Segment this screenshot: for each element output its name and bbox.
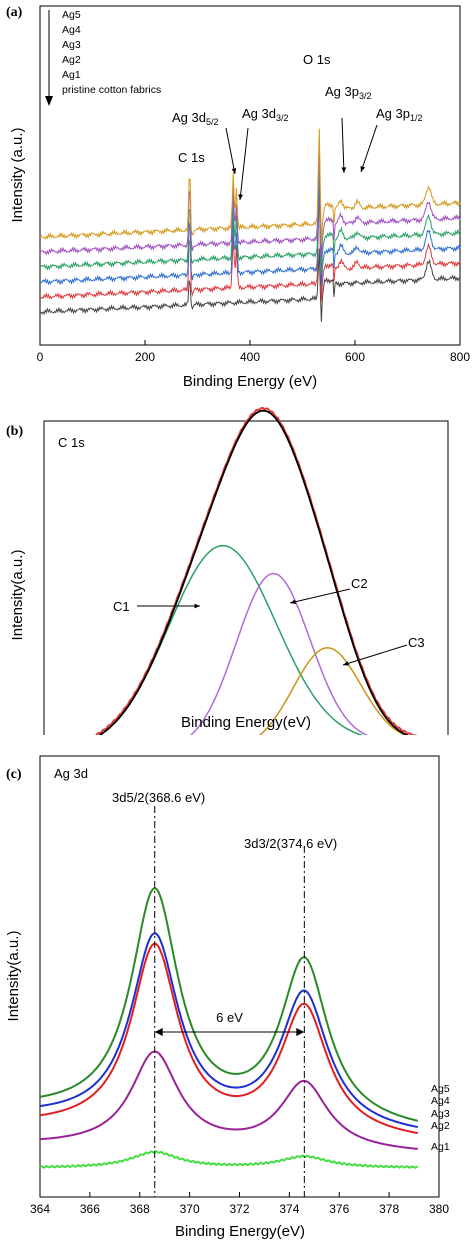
peak-label: Ag 3p1/2 xyxy=(376,106,423,123)
annotation-arrow-head xyxy=(360,166,365,172)
peak-label: O 1s xyxy=(303,52,331,67)
legend-entry: Ag5 xyxy=(62,9,81,21)
panel-b-xlabel: Binding Energy(eV) xyxy=(181,714,311,731)
component-label-c3: C3 xyxy=(408,635,425,650)
panel-a-annotations: C 1s Ag 3d5/2 Ag 3d3/2 O 1s Ag 3p3/2Ag 3p1/2 xyxy=(172,52,423,201)
series-line-ag2 xyxy=(40,170,461,286)
annotation-arrow xyxy=(342,644,408,666)
series-line-ag1 xyxy=(39,1150,419,1169)
x-tick-label: 800 xyxy=(450,350,470,364)
series-line-ag5 xyxy=(39,887,419,1122)
envelope-line xyxy=(98,409,409,735)
panel-c-ylabel: Intensity(a.u.) xyxy=(5,931,22,1022)
panel-c-chart: (c) Ag 3d 364 366 368 370 372 374 376 378 380 3d… xyxy=(5,755,450,1240)
peak-label: Ag 3d5/2 xyxy=(172,110,219,127)
split-arrow-head-left xyxy=(154,1028,163,1036)
annotation-arrow-head xyxy=(238,194,243,200)
x-tick-label: 364 xyxy=(30,1202,50,1216)
series-label-ag2: Ag2 xyxy=(431,1120,450,1132)
panel-a-ylabel: Intensity (a.u.) xyxy=(9,127,26,222)
x-tick-label: 372 xyxy=(229,1202,249,1216)
component-c3 xyxy=(258,647,407,735)
panel-a-chart: (a) 0 200 400 600 800 Ag5 Ag4 Ag3 Ag2 Ag1 pristin… xyxy=(6,5,470,390)
component-c1 xyxy=(98,544,364,735)
panel-c-ticks: 364 366 368 370 372 374 376 378 380 xyxy=(30,1192,449,1216)
series-label-ag1: Ag1 xyxy=(431,1141,450,1153)
x-tick-label: 366 xyxy=(80,1202,100,1216)
component-label-c2: C2 xyxy=(351,576,368,591)
x-tick-label: 374 xyxy=(279,1202,299,1216)
component-label-c1: C1 xyxy=(113,599,130,614)
annotation-arrow xyxy=(239,127,249,201)
series-line-pristine-cotton-fabrics xyxy=(39,248,461,322)
panel-b-series xyxy=(92,406,418,735)
panel-c-annotations: 3d5/2(368.6 eV) 3d3/2(374.6 eV) 6 eV xyxy=(112,790,337,1197)
series-line-ag1 xyxy=(39,188,461,302)
x-tick-label: 378 xyxy=(379,1202,399,1216)
panel-c-label: (c) xyxy=(6,767,22,782)
panel-b-annotations: C1 C2 C3 xyxy=(113,576,425,666)
split-label: 6 eV xyxy=(216,1010,243,1025)
x-tick-label: 380 xyxy=(429,1202,449,1216)
legend-entry: Ag2 xyxy=(62,54,81,66)
series-line-ag3 xyxy=(39,156,461,273)
series-line-ag2 xyxy=(39,1050,418,1150)
raw-data-line xyxy=(92,406,418,735)
panel-b-ylabel: Intensity(a.u.) xyxy=(9,550,26,641)
panel-a-xlabel: Binding Energy (eV) xyxy=(183,373,317,390)
annotation-arrow xyxy=(360,124,378,173)
annotation-arrow-head xyxy=(341,167,347,173)
peak-label: Ag 3p3/2 xyxy=(325,84,372,101)
peak-label-3d5: 3d5/2(368.6 eV) xyxy=(112,790,205,805)
x-tick-label: 370 xyxy=(180,1202,200,1216)
legend-entry: pristine cotton fabrics xyxy=(62,84,161,96)
x-tick-label: 376 xyxy=(329,1202,349,1216)
panel-a-legend: Ag5 Ag4 Ag3 Ag2 Ag1 pristine cotton fabrics xyxy=(45,9,161,106)
annotation-arrow-head xyxy=(231,168,237,174)
panel-a-series xyxy=(39,128,461,322)
x-tick-label: 400 xyxy=(240,350,260,364)
panel-b-label: (b) xyxy=(6,424,23,439)
x-tick-label: 200 xyxy=(135,350,155,364)
x-tick-label: 0 xyxy=(37,350,44,364)
x-tick-label: 368 xyxy=(130,1202,150,1216)
series-line-ag3 xyxy=(39,942,419,1135)
annotation-arrow xyxy=(341,117,345,174)
series-label-ag3: Ag3 xyxy=(431,1108,450,1120)
panel-b-frame xyxy=(43,420,449,735)
legend-entry: Ag3 xyxy=(62,39,81,51)
legend-entry: Ag1 xyxy=(62,69,81,81)
peak-label: C 1s xyxy=(178,150,205,165)
x-tick-label: 600 xyxy=(345,350,365,364)
panel-c-frame xyxy=(39,755,440,1198)
panel-c-title: Ag 3d xyxy=(54,766,88,781)
legend-arrow-head xyxy=(45,96,53,106)
annotation-arrow xyxy=(289,588,351,604)
annotation-arrow-head xyxy=(343,661,349,666)
legend-entry: Ag4 xyxy=(62,24,81,36)
panel-b-title: C 1s xyxy=(58,435,85,450)
panel-a-ticks: 0 200 400 600 800 xyxy=(37,340,470,364)
series-line-ag4 xyxy=(39,932,419,1129)
panel-c-xlabel: Binding Energy(eV) xyxy=(175,1223,305,1240)
series-label-ag4: Ag4 xyxy=(431,1095,450,1107)
panel-c-series xyxy=(39,887,419,1169)
series-line-ag4 xyxy=(39,139,461,258)
split-arrow-head-right xyxy=(296,1028,305,1036)
series-label-ag5: Ag5 xyxy=(431,1083,450,1095)
annotation-arrow-head xyxy=(194,603,200,609)
annotation-arrow xyxy=(225,127,236,175)
component-c2 xyxy=(190,572,369,735)
peak-label-3d3: 3d3/2(374.6 eV) xyxy=(244,836,337,851)
series-line-ag5 xyxy=(39,128,461,245)
peak-label: Ag 3d3/2 xyxy=(242,106,289,123)
panel-a-label: (a) xyxy=(6,5,23,20)
annotation-arrow-head xyxy=(290,599,296,605)
